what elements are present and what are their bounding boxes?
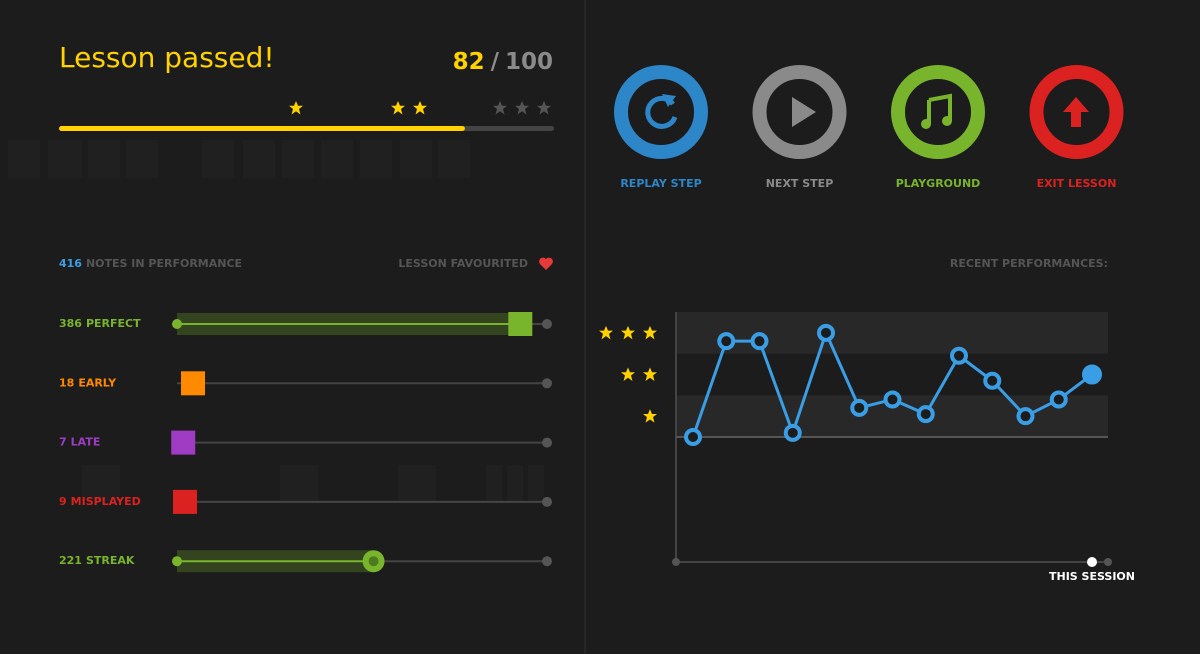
result-marker-core (368, 556, 379, 567)
button-ring (752, 65, 847, 159)
favourited-label: LESSON FAVOURITED (398, 257, 528, 270)
action-button[interactable]: PLAYGROUND (891, 65, 985, 190)
title: Lesson passed! (59, 41, 275, 74)
result-marker (508, 312, 533, 336)
result-marker (171, 430, 196, 455)
axis-dot (672, 558, 680, 566)
track-end (542, 378, 552, 389)
result-label: 9 MISPLAYED (59, 495, 141, 508)
button-label: NEXT STEP (766, 177, 834, 190)
band (676, 312, 1108, 354)
track-end (542, 437, 552, 448)
performance-point (850, 398, 869, 417)
button-label: PLAYGROUND (896, 177, 981, 190)
score-separator: / (491, 49, 500, 75)
result-label: 386 PERFECT (59, 317, 141, 330)
result-label: 7 LATE (59, 436, 100, 449)
button-label: REPLAY STEP (620, 177, 701, 190)
button-ring (891, 65, 985, 159)
performance-point (783, 423, 802, 442)
score: 82/100 (453, 49, 553, 75)
track-end (542, 496, 552, 507)
result-value: 221 (59, 554, 82, 567)
axis-dot (1104, 558, 1112, 566)
result-label: 18 EARLY (59, 376, 117, 389)
session-label: THIS SESSION (1049, 570, 1135, 583)
performance-point (717, 332, 736, 351)
performance-point (883, 390, 902, 409)
button-icons (645, 93, 1089, 129)
result-value: 7 (59, 436, 67, 449)
result-value: 386 (59, 317, 82, 330)
button-label: EXIT LESSON (1037, 177, 1117, 190)
result-marker (173, 489, 198, 514)
result-name: PERFECT (86, 317, 141, 330)
result-name: EARLY (78, 376, 117, 389)
result-label: 221 STREAK (59, 554, 135, 567)
track-start (172, 319, 182, 329)
performance-point (817, 323, 835, 342)
recent-title: RECENT PERFORMANCES: (950, 257, 1108, 270)
track-end (542, 319, 552, 329)
score-value: 82 (453, 49, 485, 75)
result-marker (181, 371, 206, 396)
performance-point (950, 346, 968, 365)
action-button[interactable]: REPLAY STEP (614, 65, 708, 190)
notes-label: NOTES IN PERFORMANCE (86, 257, 242, 270)
performance-point (916, 405, 935, 424)
button-ring (614, 65, 708, 159)
action-button[interactable]: EXIT LESSON (1029, 65, 1124, 190)
performance-point (1082, 364, 1102, 385)
notes-count: 416 (59, 257, 82, 270)
notes-summary: 416 NOTES IN PERFORMANCE (59, 257, 242, 270)
result-value: 18 (59, 376, 74, 389)
progress-fill (59, 126, 465, 131)
session-dot (1087, 557, 1097, 567)
action-button[interactable]: NEXT STEP (752, 65, 847, 190)
track-end (542, 556, 552, 567)
performance-point (684, 428, 702, 446)
performance-point (983, 371, 1002, 390)
result-name: MISPLAYED (71, 495, 141, 508)
result-name: LATE (71, 436, 101, 449)
result-name: STREAK (86, 554, 135, 567)
score-max: 100 (505, 49, 553, 75)
button-ring (1029, 65, 1124, 159)
heart-icon (539, 257, 553, 270)
track-start (172, 556, 182, 567)
texture (8, 140, 544, 501)
result-value: 9 (59, 495, 67, 508)
performance-point (1049, 390, 1068, 409)
performance-point (750, 332, 769, 351)
performance-point (1016, 407, 1035, 426)
